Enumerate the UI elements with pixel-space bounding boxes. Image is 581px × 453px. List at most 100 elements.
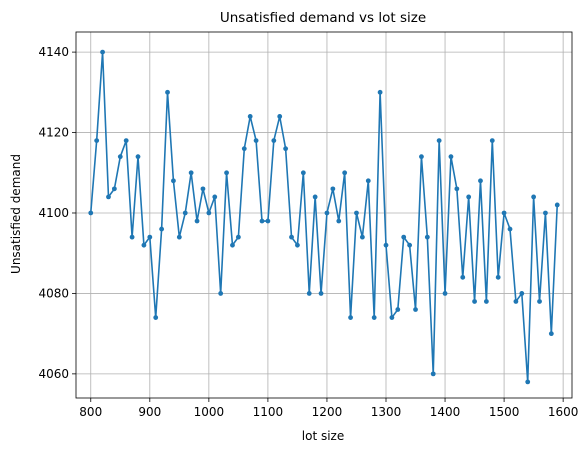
data-point xyxy=(312,194,318,200)
x-axis-label: lot size xyxy=(302,429,344,443)
data-point xyxy=(224,170,229,176)
x-tick-label: 1000 xyxy=(194,405,225,419)
data-point xyxy=(466,194,472,200)
data-point xyxy=(436,138,442,143)
x-tick-label: 1300 xyxy=(371,405,402,419)
y-tick-label: 4080 xyxy=(38,286,69,300)
data-point xyxy=(430,371,436,377)
data-point xyxy=(283,146,289,152)
data-point xyxy=(377,89,383,95)
data-point xyxy=(206,210,212,216)
data-point xyxy=(176,234,182,240)
y-tick-label: 4100 xyxy=(38,206,69,220)
data-point xyxy=(537,299,542,304)
series-line xyxy=(89,51,559,383)
data-point xyxy=(88,210,94,216)
data-point xyxy=(389,315,395,320)
data-point xyxy=(489,138,495,143)
chart-title: Unsatisfied demand vs lot size xyxy=(220,10,426,26)
x-tick-label: 1100 xyxy=(253,405,284,419)
data-point xyxy=(253,138,259,143)
data-point xyxy=(478,178,483,184)
data-point xyxy=(159,226,165,232)
data-point xyxy=(454,186,460,192)
data-point xyxy=(188,170,194,176)
data-point xyxy=(271,138,277,143)
y-tick-label: 4060 xyxy=(38,367,69,381)
data-point xyxy=(100,49,105,55)
data-point xyxy=(342,170,348,176)
data-point xyxy=(483,299,489,304)
data-point xyxy=(548,331,554,337)
data-point xyxy=(407,242,413,248)
data-point xyxy=(472,299,477,304)
data-point xyxy=(94,138,100,143)
data-point xyxy=(123,138,129,143)
x-tick-label: 1600 xyxy=(548,405,579,419)
data-point xyxy=(519,291,525,296)
data-point xyxy=(501,210,507,216)
data-point xyxy=(235,234,241,240)
data-point xyxy=(419,154,424,160)
data-point xyxy=(277,114,283,119)
data-point xyxy=(230,242,235,248)
grid-lines xyxy=(76,32,572,398)
x-tick-label: 1500 xyxy=(489,405,520,419)
data-point xyxy=(336,218,342,224)
y-axis-label: Unsatisfied demand xyxy=(9,154,23,274)
data-point xyxy=(295,242,300,248)
data-point xyxy=(306,291,312,296)
data-point xyxy=(129,234,135,240)
data-point xyxy=(413,307,418,312)
data-point xyxy=(543,210,548,216)
data-point xyxy=(359,234,365,240)
data-point xyxy=(365,178,371,184)
data-point xyxy=(395,307,401,312)
data-point xyxy=(265,218,271,224)
data-point xyxy=(141,242,147,248)
data-point xyxy=(111,186,117,192)
data-point xyxy=(259,218,265,224)
data-point xyxy=(106,194,111,200)
data-point xyxy=(531,194,537,200)
x-tick-label: 1400 xyxy=(430,405,461,419)
data-point xyxy=(371,315,377,320)
y-tick-label: 4140 xyxy=(38,45,69,59)
y-ticks: 4060 4080 4100 4120 4140 xyxy=(38,45,76,381)
data-point xyxy=(318,291,324,296)
x-ticks: 800 900 1000 1100 1200 1300 1400 1500 1600 xyxy=(79,398,578,419)
data-point xyxy=(241,146,247,152)
data-point xyxy=(289,234,294,240)
data-point xyxy=(383,242,389,248)
data-point xyxy=(117,154,123,160)
data-point xyxy=(182,210,188,216)
y-tick-label: 4120 xyxy=(38,126,69,140)
data-point xyxy=(200,186,206,192)
x-tick-label: 800 xyxy=(79,405,102,419)
data-point xyxy=(354,210,359,216)
data-point xyxy=(401,234,407,240)
data-point xyxy=(135,154,141,160)
series-group xyxy=(88,49,560,385)
data-point xyxy=(218,291,224,296)
data-point xyxy=(554,202,560,208)
data-point xyxy=(153,315,159,320)
data-point xyxy=(194,218,200,224)
data-point xyxy=(448,154,454,160)
data-point xyxy=(348,315,353,320)
data-point xyxy=(324,210,330,216)
data-point xyxy=(330,186,336,192)
data-point xyxy=(171,178,176,184)
data-point xyxy=(495,274,501,280)
data-point xyxy=(424,234,430,240)
data-point xyxy=(147,234,153,240)
data-point xyxy=(507,226,513,232)
data-point xyxy=(300,170,306,176)
x-tick-label: 900 xyxy=(138,405,161,419)
data-point xyxy=(513,299,519,304)
data-point xyxy=(442,291,448,296)
data-point xyxy=(212,194,218,200)
data-point xyxy=(460,274,466,280)
data-point xyxy=(525,379,531,385)
